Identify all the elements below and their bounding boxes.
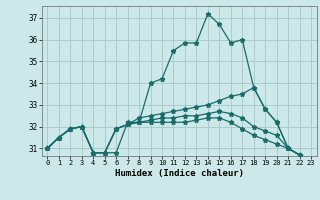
X-axis label: Humidex (Indice chaleur): Humidex (Indice chaleur) [115,169,244,178]
